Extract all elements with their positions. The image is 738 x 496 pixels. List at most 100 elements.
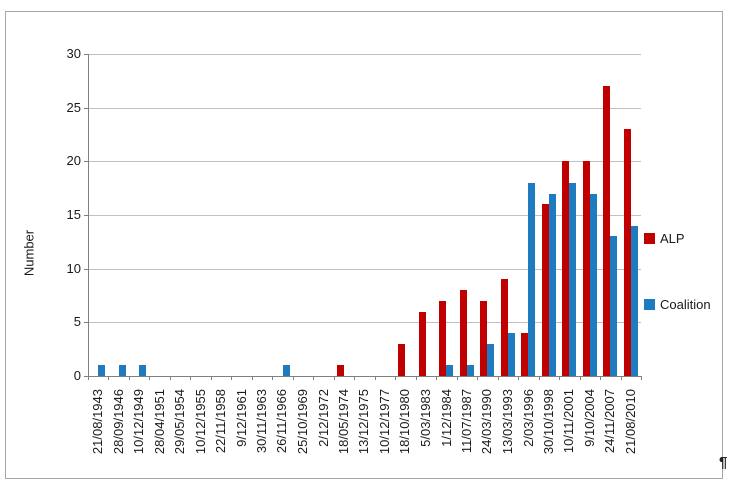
bar-alp (439, 300, 447, 376)
gridline (88, 107, 641, 109)
gridline (88, 268, 641, 270)
x-tick (231, 376, 233, 380)
x-tick (210, 376, 212, 380)
x-tick-label: 22/11/1958 (213, 389, 229, 454)
chart-frame[interactable]: 0 5 10 15 20 25 30 21/08/1943 28/09/1946 10/12/19… (5, 11, 723, 479)
x-tick-label: 10/12/1977 (376, 389, 392, 455)
x-tick-label: 2/12/1972 (315, 389, 331, 447)
bar-coalition (528, 182, 536, 376)
x-tick (149, 376, 151, 380)
bar-coalition (98, 365, 106, 376)
bar-coalition (610, 236, 618, 376)
x-tick (272, 376, 274, 380)
legend-swatch-alp-icon (644, 233, 655, 244)
bar-alp (418, 311, 426, 376)
x-tick (374, 376, 376, 380)
x-tick (620, 376, 622, 380)
x-tick-label: 18/05/1974 (336, 389, 352, 455)
x-tick (395, 376, 397, 380)
x-tick (251, 376, 253, 380)
y-tick-label: 5 (73, 314, 81, 330)
bar-coalition (569, 182, 577, 376)
bar-coalition (466, 365, 474, 376)
y-tick-label: 20 (66, 153, 81, 169)
gridline (88, 215, 641, 216)
y-tick-label: 25 (66, 99, 81, 115)
y-tick-label: 15 (66, 207, 81, 222)
x-tick-label: 25/10/1969 (295, 389, 311, 455)
x-tick (641, 376, 642, 380)
bar-alp (623, 129, 631, 376)
y-tick (84, 54, 88, 55)
x-tick-label: 2/03/1996 (520, 389, 536, 447)
legend-label-coalition: Coalition (660, 297, 711, 312)
x-tick-label: 1/12/1984 (438, 389, 454, 447)
x-tick-label: 10/12/1955 (192, 389, 208, 455)
bar-alp (398, 343, 406, 376)
x-tick-label: 24/11/2007 (602, 389, 618, 454)
y-axis-title: Number (21, 229, 37, 277)
pilcrow-mark: ¶ (719, 454, 728, 471)
bar-coalition (446, 365, 454, 376)
x-tick (354, 376, 356, 380)
x-tick (497, 376, 499, 380)
x-tick-label: 28/04/1951 (151, 389, 167, 455)
x-tick (333, 376, 335, 380)
x-tick-label: 10/12/1949 (131, 389, 147, 455)
legend-entry-coalition: Coalition (644, 297, 711, 312)
bar-coalition (139, 365, 147, 376)
bar-coalition (589, 193, 597, 376)
x-tick-label: 28/09/1946 (110, 389, 126, 455)
bar-alp (521, 333, 529, 376)
y-tick-label: 30 (66, 46, 81, 61)
plot-area: 0 5 10 15 20 25 30 21/08/1943 28/09/1946 10/12/19… (6, 12, 722, 478)
bar-alp (500, 279, 508, 376)
legend-label-alp: ALP (660, 231, 685, 246)
x-tick (128, 376, 130, 380)
x-tick (559, 376, 561, 380)
x-tick (313, 376, 315, 380)
bar-alp (480, 300, 488, 376)
x-tick (292, 376, 294, 380)
x-tick (600, 376, 602, 380)
x-tick (190, 376, 192, 380)
x-tick (88, 376, 89, 380)
bar-coalition (282, 365, 290, 376)
bar-coalition (118, 365, 126, 376)
x-tick-label: 18/10/1980 (397, 389, 413, 455)
legend-swatch-coalition-icon (644, 299, 655, 310)
bar-alp (562, 161, 570, 376)
x-tick (415, 376, 417, 380)
bar-alp (603, 86, 611, 376)
legend-entry-alp: ALP (644, 231, 685, 246)
x-tick (477, 376, 479, 380)
bar-coalition (507, 333, 515, 376)
bar-alp (541, 204, 549, 376)
x-tick-label: 9/10/2004 (581, 389, 597, 447)
x-tick-label: 5/03/1983 (417, 389, 433, 447)
bar-alp (459, 290, 467, 376)
x-tick-label: 26/11/1966 (274, 389, 290, 454)
bar-coalition (548, 193, 556, 376)
bar-coalition (487, 343, 495, 376)
x-tick-label: 21/08/2010 (622, 389, 638, 455)
bar-alp (337, 365, 345, 376)
y-tick-label: 0 (73, 368, 81, 383)
x-tick-label: 30/11/1963 (254, 389, 270, 454)
x-tick (518, 376, 520, 380)
bar-alp (582, 161, 590, 376)
x-tick-label: 21/08/1943 (90, 389, 106, 455)
x-tick-label: 11/07/1987 (458, 389, 474, 454)
y-tick (84, 268, 88, 270)
y-tick (84, 215, 88, 216)
x-tick (538, 376, 540, 380)
x-tick (169, 376, 171, 380)
gridline (88, 161, 641, 163)
gridline (88, 54, 641, 55)
x-tick (436, 376, 438, 380)
x-tick-label: 10/11/2001 (561, 389, 577, 454)
bar-coalition (630, 225, 638, 376)
y-tick (84, 107, 88, 109)
y-tick (84, 161, 88, 163)
